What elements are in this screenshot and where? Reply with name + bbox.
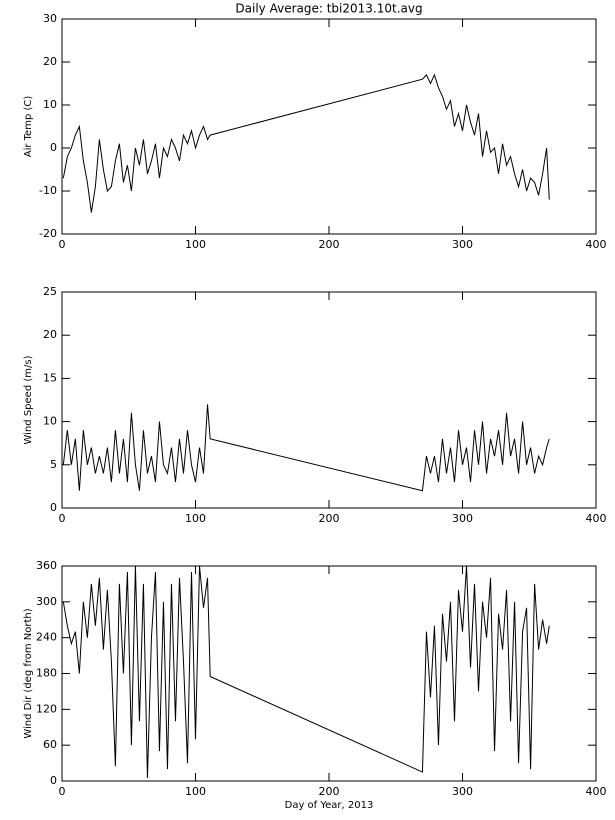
data-line [62,565,550,779]
y-axis-label: Air Temp (C) [23,96,34,158]
chart-title: Daily Average: tbi2013.10t.avg [235,2,422,16]
y-tick-label: -20 [39,227,57,240]
y-tick-label: 5 [50,458,57,471]
x-tick-label: 100 [185,785,206,798]
x-tick-label: 100 [185,238,206,251]
y-tick-label: 20 [43,55,57,68]
y-tick-label: 120 [36,702,57,715]
y-tick-label: 0 [50,774,57,787]
y-tick-label: 10 [43,98,57,111]
y-tick-label: 0 [50,501,57,514]
y-tick-label: -10 [39,184,57,197]
y-tick-label: 240 [36,631,57,644]
x-axis-label: Day of Year, 2013 [285,800,374,811]
x-tick-label: 200 [319,785,340,798]
x-tick-label: 200 [319,512,340,525]
x-tick-label: 200 [319,238,340,251]
x-tick-label: 300 [452,512,473,525]
y-tick-label: 25 [43,285,57,298]
x-tick-label: 400 [586,512,607,525]
y-tick-label: 0 [50,141,57,154]
x-tick-label: 100 [185,512,206,525]
data-line [62,73,550,213]
x-tick-label: 400 [586,785,607,798]
y-tick-label: 60 [43,738,57,751]
x-tick-label: 0 [59,238,66,251]
x-tick-label: 400 [586,238,607,251]
y-tick-label: 300 [36,595,57,608]
plot-frame [61,18,597,235]
y-axis-label: Wind Dir (deg from North) [23,608,34,738]
y-tick-label: 10 [43,415,57,428]
y-axis-label: Wind Speed (m/s) [23,355,34,444]
data-line [62,404,550,492]
y-tick-label: 20 [43,328,57,341]
y-tick-label: 15 [43,371,57,384]
x-tick-label: 0 [59,512,66,525]
x-tick-label: 300 [452,785,473,798]
plot-frame [61,291,597,509]
y-tick-label: 180 [36,667,57,680]
y-tick-label: 30 [43,12,57,25]
x-tick-label: 300 [452,238,473,251]
y-tick-label: 360 [36,559,57,572]
x-tick-label: 0 [59,785,66,798]
